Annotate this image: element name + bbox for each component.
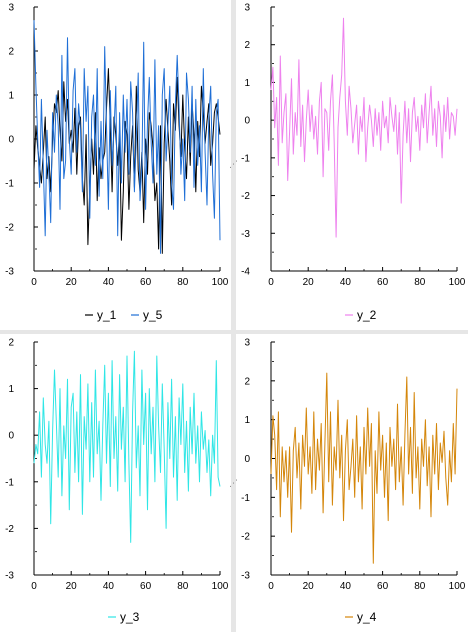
chart-panel-bottom-left: -3 -2 -1 0 1 2 0 20 40 60 80 100 y_3 [0, 334, 231, 632]
x-tick-label: 100 [212, 581, 229, 592]
legend-label-y_5: y_5 [143, 308, 163, 322]
splitter-grip-icon[interactable]: ⋰ [229, 160, 238, 170]
x-tick-label: 100 [212, 277, 229, 288]
x-tick-label: 40 [103, 277, 115, 288]
x-tick-label: 60 [140, 277, 152, 288]
y-tick-label: 3 [244, 3, 250, 14]
y-tick-label: -3 [241, 229, 250, 240]
x-tick-label: 20 [66, 277, 78, 288]
y-tick-label: -4 [241, 267, 250, 278]
x-tick-label: 80 [414, 581, 426, 592]
x-tick-label: 60 [377, 277, 389, 288]
x-tick-label: 0 [31, 581, 37, 592]
y-tick-label: 0 [244, 454, 250, 465]
legend-label-y_2: y_2 [357, 308, 377, 322]
y-tick-label: -3 [5, 267, 14, 278]
x-tick-label: 40 [103, 581, 115, 592]
y-tick-label: 0 [244, 116, 250, 127]
x-tick-label: 100 [449, 581, 466, 592]
series-line-y_2 [270, 17, 458, 238]
horizontal-splitter[interactable] [0, 330, 468, 334]
splitter-grip-icon[interactable]: ⋰ [229, 479, 238, 489]
y-tick-label: 1 [8, 384, 14, 395]
y-tick-label: -3 [241, 571, 250, 582]
x-tick-label: 20 [303, 277, 315, 288]
y-tick-label: -2 [5, 524, 14, 535]
series-line-y_5 [33, 20, 221, 254]
y-tick-label: -2 [241, 191, 250, 202]
x-tick-label: 0 [31, 277, 37, 288]
x-tick-label: 0 [268, 581, 274, 592]
y-tick-label: -2 [5, 223, 14, 234]
y-tick-label: 2 [244, 40, 250, 51]
chart-panel-bottom-right: -3 -2 -1 0 1 2 3 0 20 40 60 80 100 y_4 [236, 334, 468, 632]
y-tick-label: -1 [5, 477, 14, 488]
x-tick-label: 0 [268, 277, 274, 288]
y-tick-label: 2 [8, 47, 14, 58]
y-tick-label: 1 [244, 415, 250, 426]
y-tick-label: 2 [244, 376, 250, 387]
x-tick-label: 60 [140, 581, 152, 592]
x-tick-label: 20 [303, 581, 315, 592]
chart-panel-top-right: -4 -3 -2 -1 0 1 2 3 0 20 40 60 80 100 y_2 [236, 0, 468, 330]
y-tick-label: -1 [5, 179, 14, 190]
legend-label-y_4: y_4 [357, 610, 377, 624]
y-tick-label: 1 [244, 78, 250, 89]
series-line-y_3 [33, 350, 221, 543]
x-tick-label: 20 [66, 581, 78, 592]
x-tick-label: 80 [177, 277, 189, 288]
y-tick-label: -3 [5, 571, 14, 582]
y-tick-label: -1 [241, 493, 250, 504]
legend-label-y_1: y_1 [97, 308, 117, 322]
series-line-y_4 [270, 372, 458, 564]
vertical-splitter[interactable] [231, 0, 236, 632]
y-tick-label: 0 [8, 135, 14, 146]
x-tick-label: 60 [377, 581, 389, 592]
chart-3: -3 -2 -1 0 1 2 3 0 20 40 60 80 100 y_4 [241, 338, 466, 625]
x-tick-label: 80 [414, 277, 426, 288]
chart-1: -4 -3 -2 -1 0 1 2 3 0 20 40 60 80 100 y_2 [241, 3, 466, 323]
legend-label-y_3: y_3 [120, 610, 140, 624]
y-tick-label: -2 [241, 532, 250, 543]
x-tick-label: 40 [340, 581, 352, 592]
x-tick-label: 100 [449, 277, 466, 288]
y-tick-label: 0 [8, 431, 14, 442]
y-tick-label: 3 [8, 3, 14, 14]
y-tick-label: -1 [241, 153, 250, 164]
x-tick-label: 80 [177, 581, 189, 592]
series-line-y_1 [33, 68, 221, 254]
x-tick-label: 40 [340, 277, 352, 288]
chart-0: -3 -2 -1 0 1 2 3 0 20 40 60 80 100 y_1 y_5 [5, 3, 229, 323]
y-tick-label: 2 [8, 338, 14, 349]
y-tick-label: 3 [244, 338, 250, 349]
chart-panel-top-left: -3 -2 -1 0 1 2 3 0 20 40 60 80 100 y_1 y_5 [0, 0, 231, 330]
y-tick-label: 1 [8, 91, 14, 102]
